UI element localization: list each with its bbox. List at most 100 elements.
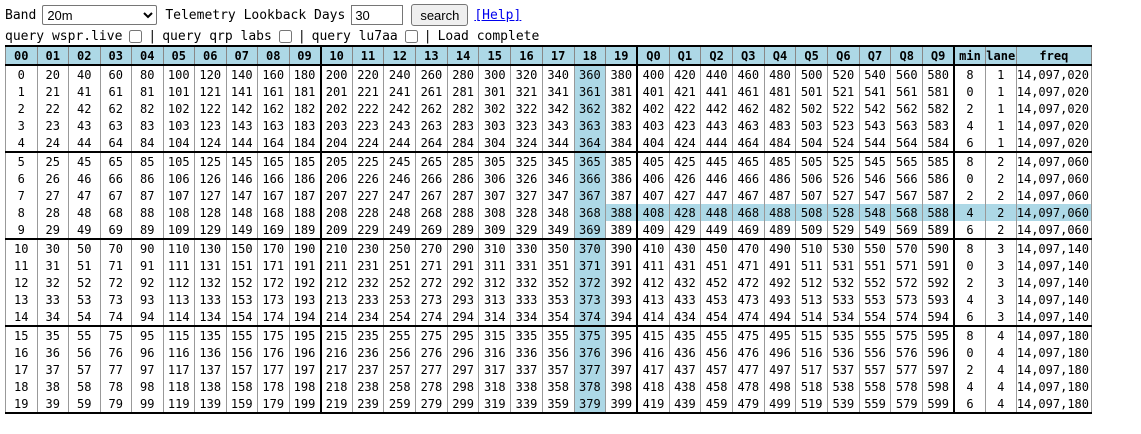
table-cell[interactable]: 399 (605, 395, 638, 414)
table-cell[interactable]: 84 (131, 134, 164, 152)
table-cell[interactable]: 336 (510, 344, 543, 361)
table-cell[interactable]: 134 (194, 308, 227, 326)
table-cell[interactable]: 392 (605, 274, 638, 291)
table-cell[interactable]: 464 (731, 134, 765, 152)
table-cell[interactable]: 219 (319, 395, 353, 414)
table-cell[interactable]: 269 (415, 221, 448, 239)
table-cell[interactable]: 316 (478, 344, 512, 361)
table-cell[interactable]: 315 (478, 325, 512, 344)
table-cell[interactable]: 593 (922, 291, 955, 308)
table-cell[interactable]: 536 (827, 344, 860, 361)
table-cell[interactable]: 542 (858, 100, 892, 117)
table-cell[interactable]: 501 (795, 83, 828, 100)
table-cell[interactable]: 480 (763, 65, 797, 83)
table-cell[interactable]: 387 (605, 187, 638, 204)
table-cell[interactable]: 349 (541, 221, 575, 239)
table-cell[interactable]: 20 (36, 65, 69, 83)
table-cell[interactable]: 306 (478, 170, 512, 187)
table-cell[interactable]: 239 (351, 395, 385, 414)
table-cell[interactable]: 238 (351, 378, 385, 395)
table-cell[interactable]: 217 (319, 361, 353, 378)
table-cell[interactable]: 71 (99, 257, 132, 274)
table-cell[interactable]: 156 (225, 344, 258, 361)
table-cell[interactable]: 44 (68, 134, 101, 152)
table-cell[interactable]: 312 (478, 274, 512, 291)
table-cell[interactable]: 29 (36, 221, 69, 239)
table-cell[interactable]: 214 (319, 308, 353, 326)
table-cell[interactable]: 570 (890, 238, 924, 257)
table-cell[interactable]: 8 (953, 151, 986, 170)
table-cell[interactable]: 95 (131, 325, 164, 344)
table-cell[interactable]: 208 (319, 204, 353, 221)
table-cell[interactable]: 345 (541, 151, 575, 170)
table-cell[interactable]: 461 (731, 83, 765, 100)
table-cell[interactable]: 585 (922, 151, 955, 170)
table-cell[interactable]: 440 (700, 65, 733, 83)
table-cell[interactable]: 96 (131, 344, 164, 361)
table-cell[interactable]: 363 (573, 117, 607, 134)
table-cell[interactable]: 334 (510, 308, 543, 326)
table-cell[interactable]: 244 (383, 134, 417, 152)
table-cell[interactable]: 146 (225, 170, 258, 187)
table-cell[interactable]: 81 (131, 83, 164, 100)
table-cell[interactable]: 0 (953, 170, 986, 187)
days-input[interactable] (351, 5, 404, 25)
table-cell[interactable]: 290 (446, 238, 480, 257)
table-cell[interactable]: 221 (351, 83, 385, 100)
table-cell[interactable]: 52 (68, 274, 101, 291)
table-cell[interactable]: 586 (922, 170, 955, 187)
table-cell[interactable]: 498 (763, 378, 797, 395)
table-cell[interactable]: 414 (636, 308, 670, 326)
search-button[interactable]: search (411, 4, 469, 26)
table-cell[interactable]: 172 (257, 274, 290, 291)
table-cell[interactable]: 59 (68, 395, 101, 414)
table-cell[interactable]: 148 (225, 204, 258, 221)
table-cell[interactable]: 179 (257, 395, 290, 414)
table-cell[interactable]: 350 (541, 238, 575, 257)
table-cell[interactable]: 432 (668, 274, 702, 291)
table-cell[interactable]: 4 (953, 291, 986, 308)
table-cell[interactable]: 495 (763, 325, 797, 344)
table-cell[interactable]: 4 (984, 325, 1017, 344)
table-cell[interactable]: 73 (99, 291, 132, 308)
table-cell[interactable]: 14,097,020 (1015, 100, 1093, 117)
table-cell[interactable]: 125 (194, 151, 227, 170)
table-cell[interactable]: 278 (415, 378, 448, 395)
table-cell[interactable]: 522 (827, 100, 860, 117)
table-cell[interactable]: 164 (257, 134, 290, 152)
table-cell[interactable]: 433 (668, 291, 702, 308)
table-cell[interactable]: 318 (478, 378, 512, 395)
table-cell[interactable]: 79 (99, 395, 132, 414)
table-cell[interactable]: 232 (351, 274, 385, 291)
table-cell[interactable]: 15 (5, 325, 38, 344)
table-cell[interactable]: 16 (5, 344, 38, 361)
table-cell[interactable]: 485 (763, 151, 797, 170)
table-cell[interactable]: 14,097,060 (1015, 221, 1093, 239)
table-cell[interactable]: 471 (731, 257, 765, 274)
table-cell[interactable]: 526 (827, 170, 860, 187)
table-cell[interactable]: 508 (795, 204, 828, 221)
table-cell[interactable]: 283 (446, 117, 480, 134)
table-cell[interactable]: 173 (257, 291, 290, 308)
table-cell[interactable]: 113 (162, 291, 195, 308)
table-cell[interactable]: 438 (668, 378, 702, 395)
table-cell[interactable]: 382 (605, 100, 638, 117)
table-cell[interactable]: 562 (890, 100, 924, 117)
table-cell[interactable]: 83 (131, 117, 164, 134)
table-cell[interactable]: 233 (351, 291, 385, 308)
table-cell[interactable]: 251 (383, 257, 417, 274)
table-cell[interactable]: 449 (700, 221, 733, 239)
table-cell[interactable]: 235 (351, 325, 385, 344)
table-cell[interactable]: 243 (383, 117, 417, 134)
table-cell[interactable]: 493 (763, 291, 797, 308)
table-cell[interactable]: 226 (351, 170, 385, 187)
table-cell[interactable]: 64 (99, 134, 132, 152)
table-cell[interactable]: 14,097,180 (1015, 361, 1093, 378)
table-cell[interactable]: 514 (795, 308, 828, 326)
table-cell[interactable]: 14,097,140 (1015, 257, 1093, 274)
table-cell[interactable]: 589 (922, 221, 955, 239)
table-cell[interactable]: 563 (890, 117, 924, 134)
table-cell[interactable]: 479 (731, 395, 765, 414)
table-cell[interactable]: 116 (162, 344, 195, 361)
table-cell[interactable]: 60 (99, 65, 132, 83)
